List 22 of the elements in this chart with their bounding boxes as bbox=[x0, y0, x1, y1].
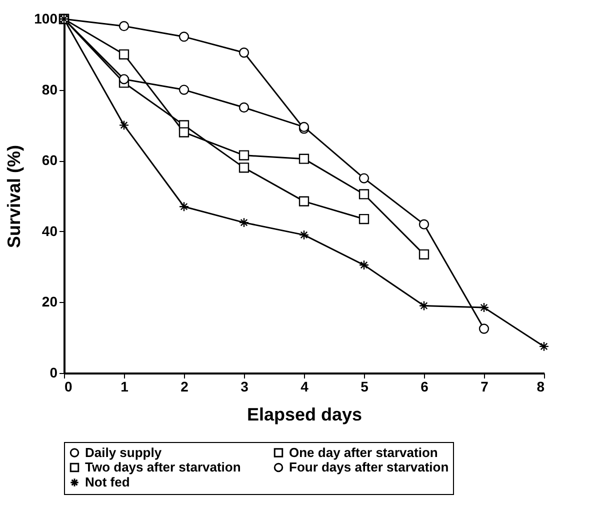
x-tick-label: 7 bbox=[480, 378, 489, 394]
y-tick-label: 20 bbox=[42, 294, 58, 310]
x-tick-label: 4 bbox=[300, 378, 309, 394]
legend-label: Four days after starvation bbox=[289, 460, 449, 474]
y-axis-title: Survival (%) bbox=[4, 144, 24, 248]
y-tick-label: 0 bbox=[50, 364, 58, 380]
y-tick-label: 40 bbox=[42, 222, 58, 239]
x-tick-label: 8 bbox=[536, 378, 545, 394]
x-tick-label: 1 bbox=[120, 378, 129, 394]
x-tick-label: 5 bbox=[360, 378, 369, 394]
y-tick-label: 60 bbox=[42, 152, 58, 168]
legend-label: Two days after starvation bbox=[85, 460, 241, 474]
legend-label: Daily supply bbox=[85, 444, 162, 460]
legend-label: One day after starvation bbox=[289, 444, 438, 460]
x-tick-label: 3 bbox=[240, 378, 249, 394]
y-tick-label: 100 bbox=[34, 10, 58, 26]
x-tick-label: 2 bbox=[180, 378, 189, 394]
x-tick-label: 0 bbox=[64, 378, 72, 394]
legend-label: Not fed bbox=[85, 474, 130, 490]
x-axis-title: Elapsed days bbox=[246, 404, 362, 424]
x-tick-label: 6 bbox=[420, 378, 429, 394]
y-tick-label: 80 bbox=[42, 81, 58, 98]
